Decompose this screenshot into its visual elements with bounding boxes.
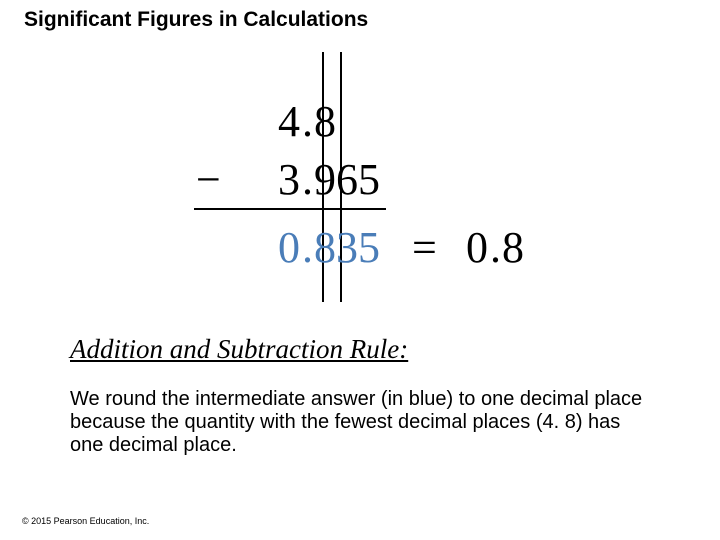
rounded-dec: 8 <box>502 222 524 273</box>
page-title: Significant Figures in Calculations <box>24 8 368 32</box>
result-int: 0 <box>278 222 300 273</box>
subtraction-figure: 4 . 8 − 3 . 965 0 . 835 = 0 . 8 <box>178 52 558 302</box>
rule-heading: Addition and Subtraction Rule: <box>70 334 408 365</box>
subtraction-rule-line <box>194 208 386 210</box>
body-text: We round the intermediate answer (in blu… <box>70 388 650 457</box>
decimal-point: . <box>302 222 313 273</box>
copyright-text: © 2015 Pearson Education, Inc. <box>22 516 149 526</box>
minuend-dec: 8 <box>314 96 336 147</box>
decimal-point: . <box>302 154 313 205</box>
subtrahend-int: 3 <box>278 154 300 205</box>
decimal-point: . <box>302 96 313 147</box>
result-dec: 835 <box>314 222 380 273</box>
equals-sign: = <box>412 222 437 273</box>
minuend-int: 4 <box>278 96 300 147</box>
minus-sign: − <box>196 154 221 205</box>
subtrahend-dec: 965 <box>314 154 380 205</box>
decimal-point: . <box>490 222 501 273</box>
rounded-int: 0 <box>466 222 488 273</box>
